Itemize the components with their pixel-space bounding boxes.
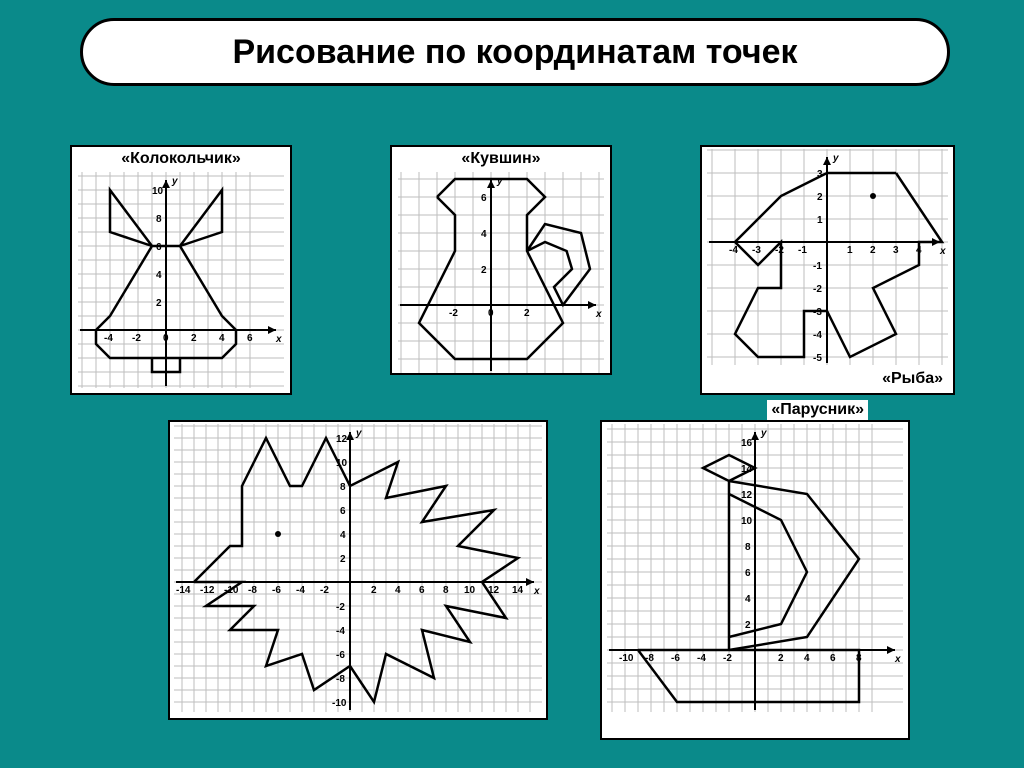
panel-label-fish: «Рыба» <box>878 369 947 389</box>
svg-text:-2: -2 <box>723 653 732 664</box>
svg-text:-2: -2 <box>320 585 329 596</box>
panel-jug: «Кувшин» x y -2 0 2 2 4 6 <box>390 145 612 375</box>
panel-label-sail: «Парусник» <box>767 400 868 420</box>
svg-text:6: 6 <box>340 506 346 517</box>
panel-fish: «Рыба»xy-4-3-2-11234-5-4-3-2-1123 <box>700 145 955 395</box>
svg-text:6: 6 <box>481 193 487 204</box>
chart-jug: x y -2 0 2 2 4 6 <box>396 170 606 373</box>
svg-text:2: 2 <box>817 192 823 203</box>
svg-text:-6: -6 <box>272 585 281 596</box>
svg-text:4: 4 <box>481 229 487 240</box>
svg-text:16: 16 <box>741 438 753 449</box>
svg-text:0: 0 <box>163 333 169 344</box>
svg-text:4: 4 <box>219 333 225 344</box>
svg-text:-2: -2 <box>132 333 141 344</box>
panel-sail: «Парусник»xy-10-8-6-4-22468246810121416 <box>600 420 910 740</box>
svg-text:2: 2 <box>191 333 197 344</box>
svg-text:8: 8 <box>340 482 346 493</box>
svg-text:-2: -2 <box>813 284 822 295</box>
svg-text:x: x <box>595 309 602 320</box>
svg-text:-4: -4 <box>104 333 113 344</box>
svg-text:2: 2 <box>745 620 751 631</box>
svg-text:6: 6 <box>419 585 425 596</box>
svg-text:x: x <box>533 586 540 597</box>
svg-text:y: y <box>760 428 767 439</box>
svg-text:1: 1 <box>847 245 853 256</box>
svg-text:6: 6 <box>830 653 836 664</box>
svg-text:y: y <box>355 428 362 439</box>
svg-text:-12: -12 <box>200 585 215 596</box>
chart-wolf: xy-14-12-10-8-6-4-22468101214-10-8-6-4-2… <box>172 422 544 714</box>
svg-text:4: 4 <box>804 653 810 664</box>
panel-bell: «Колокольчик» x y -4 -2 0 2 4 6 2 4 6 8 10 <box>70 145 292 395</box>
svg-text:4: 4 <box>745 594 751 605</box>
svg-text:-4: -4 <box>813 330 822 341</box>
svg-text:14: 14 <box>512 585 524 596</box>
svg-text:-1: -1 <box>813 261 822 272</box>
chart-sail: xy-10-8-6-4-22468246810121416 <box>605 422 905 714</box>
chart-fish: xy-4-3-2-11234-5-4-3-2-1123 <box>705 147 950 367</box>
svg-text:-5: -5 <box>813 353 822 364</box>
svg-text:12: 12 <box>336 434 348 445</box>
panel-label-jug: «Кувшин» <box>461 150 540 168</box>
svg-text:y: y <box>832 153 839 164</box>
svg-text:x: x <box>275 334 282 345</box>
svg-text:-2: -2 <box>449 308 458 319</box>
svg-text:4: 4 <box>395 585 401 596</box>
svg-text:2: 2 <box>481 265 487 276</box>
svg-text:4: 4 <box>156 270 162 281</box>
svg-text:y: y <box>171 176 178 187</box>
svg-text:2: 2 <box>371 585 377 596</box>
svg-text:10: 10 <box>464 585 476 596</box>
svg-text:-1: -1 <box>798 245 807 256</box>
svg-text:-10: -10 <box>619 653 634 664</box>
panel-wolf: xy-14-12-10-8-6-4-22468101214-10-8-6-4-2… <box>168 420 548 720</box>
svg-text:-14: -14 <box>176 585 191 596</box>
svg-text:8: 8 <box>443 585 449 596</box>
svg-text:2: 2 <box>340 554 346 565</box>
svg-text:-4: -4 <box>729 245 738 256</box>
svg-text:0: 0 <box>488 308 494 319</box>
svg-text:2: 2 <box>156 298 162 309</box>
svg-text:10: 10 <box>152 186 164 197</box>
svg-text:-6: -6 <box>336 650 345 661</box>
svg-text:6: 6 <box>247 333 253 344</box>
svg-text:4: 4 <box>340 530 346 541</box>
svg-text:8: 8 <box>745 542 751 553</box>
page-title: Рисование по координатам точек <box>80 18 950 86</box>
svg-text:-4: -4 <box>296 585 305 596</box>
svg-text:-10: -10 <box>332 698 347 709</box>
svg-text:1: 1 <box>817 215 823 226</box>
svg-text:2: 2 <box>870 245 876 256</box>
svg-text:x: x <box>894 654 901 665</box>
svg-text:12: 12 <box>741 490 753 501</box>
svg-text:x: x <box>939 246 946 257</box>
svg-text:-3: -3 <box>813 307 822 318</box>
svg-text:-2: -2 <box>336 602 345 613</box>
svg-text:8: 8 <box>156 214 162 225</box>
svg-text:-4: -4 <box>336 626 345 637</box>
svg-text:-8: -8 <box>248 585 257 596</box>
svg-text:-6: -6 <box>671 653 680 664</box>
svg-text:2: 2 <box>524 308 530 319</box>
svg-text:2: 2 <box>778 653 784 664</box>
svg-text:10: 10 <box>741 516 753 527</box>
panel-label-bell: «Колокольчик» <box>121 150 241 168</box>
svg-text:y: y <box>496 176 503 187</box>
svg-text:3: 3 <box>893 245 899 256</box>
svg-text:6: 6 <box>745 568 751 579</box>
svg-text:6: 6 <box>156 242 162 253</box>
svg-text:-3: -3 <box>752 245 761 256</box>
svg-text:-4: -4 <box>697 653 706 664</box>
chart-bell: x y -4 -2 0 2 4 6 2 4 6 8 10 <box>76 170 286 390</box>
